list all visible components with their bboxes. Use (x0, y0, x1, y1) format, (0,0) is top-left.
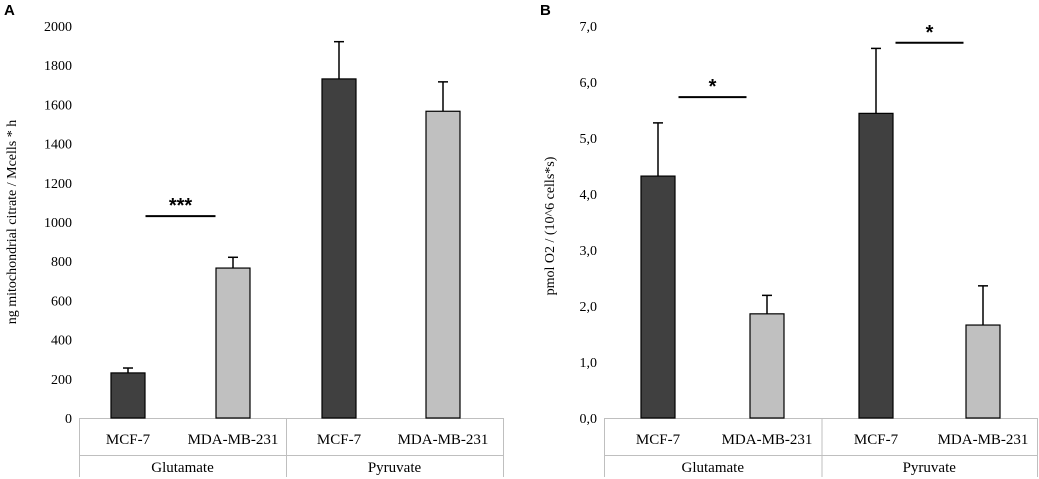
chart-panel-a: Ang mitochondrial citrate / Mcells * h 0 2… (4, 2, 504, 477)
x-tick-label: MCF-7 (106, 432, 151, 448)
x-tick-label: MCF-7 (317, 432, 362, 448)
x-group-label: Pyruvate (903, 460, 957, 476)
y-tick-label: 1000 (44, 216, 72, 231)
bar-mda-mb-231 (749, 313, 785, 419)
x-tick-label: MCF-7 (636, 432, 681, 448)
y-tick-label: 0,0 (580, 412, 598, 427)
y-tick-label: 1600 (44, 98, 72, 113)
y-axis-label: ng mitochondrial citrate / Mcells * h (5, 120, 20, 325)
significance-label: *** (169, 195, 193, 217)
bar-mcf-7 (858, 112, 894, 419)
x-group-label: Glutamate (151, 460, 214, 476)
y-tick-label: 1200 (44, 177, 72, 192)
x-tick-label: MDA-MB-231 (938, 432, 1029, 448)
x-tick-label: MDA-MB-231 (398, 432, 489, 448)
x-tick-label: MDA-MB-231 (188, 432, 279, 448)
panel-label: A (4, 2, 15, 19)
y-tick-label: 800 (51, 255, 72, 270)
y-tick-label: 6,0 (580, 76, 598, 91)
y-tick-label: 2,0 (580, 300, 598, 315)
significance-label: * (926, 22, 934, 44)
y-tick-label: 400 (51, 334, 72, 349)
bar-mcf-7 (640, 175, 676, 419)
bar-mda-mb-231 (215, 267, 251, 419)
y-tick-label: 0 (65, 412, 72, 427)
y-tick-label: 1,0 (580, 356, 598, 371)
significance-label: * (709, 76, 717, 98)
bar-mcf-7 (321, 78, 357, 419)
y-tick-label: 2000 (44, 20, 72, 35)
y-tick-label: 1800 (44, 59, 72, 74)
y-tick-label: 5,0 (580, 132, 598, 147)
y-tick-label: 7,0 (580, 20, 598, 35)
x-group-label: Pyruvate (368, 460, 422, 476)
y-tick-label: 1400 (44, 138, 72, 153)
y-axis-label: pmol O2 / (10^6 cells*s) (543, 156, 558, 295)
y-tick-label: 3,0 (580, 244, 598, 259)
y-tick-label: 4,0 (580, 188, 598, 203)
bar-mda-mb-231 (425, 110, 461, 419)
panel-label: B (540, 2, 551, 19)
bar-mda-mb-231 (965, 324, 1001, 419)
bar-mcf-7 (110, 372, 146, 419)
y-tick-label: 200 (51, 373, 72, 388)
x-tick-label: MDA-MB-231 (722, 432, 813, 448)
x-group-label: Glutamate (682, 460, 745, 476)
x-tick-label: MCF-7 (854, 432, 899, 448)
y-tick-label: 600 (51, 294, 72, 309)
